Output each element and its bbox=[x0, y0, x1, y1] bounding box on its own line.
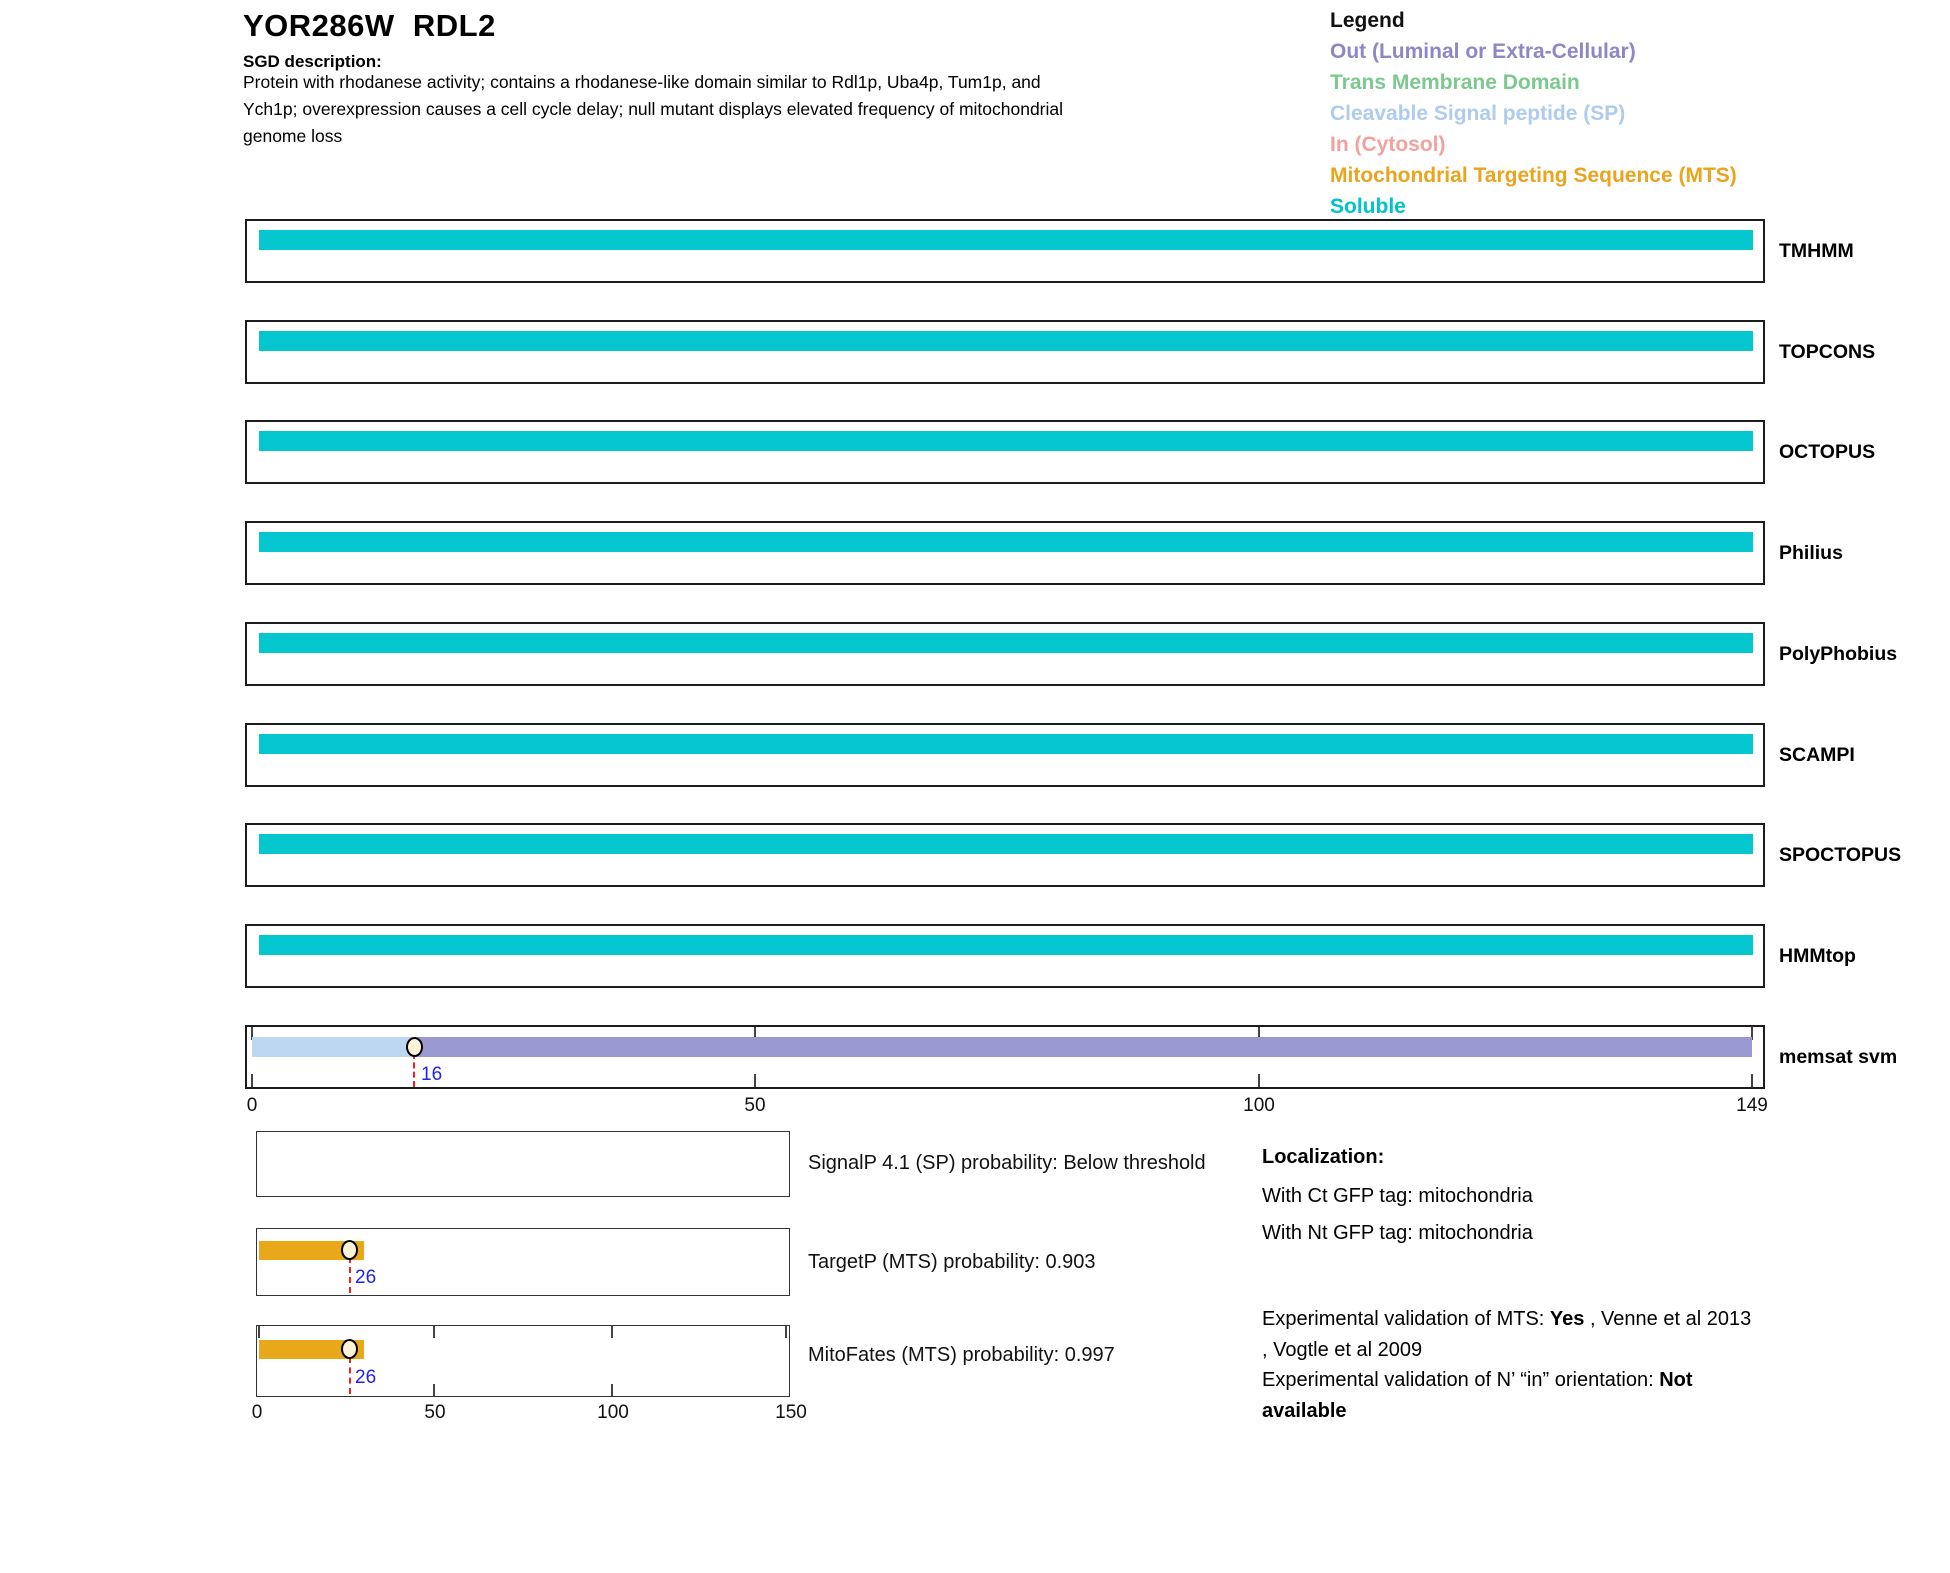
track-label-hmmtop: HMMtop bbox=[1779, 945, 1856, 967]
sgd-description-label: SGD description: bbox=[243, 52, 382, 71]
axis-tick bbox=[251, 1027, 253, 1040]
localization-nt-line: With Nt GFP tag: mitochondria bbox=[1262, 1222, 1533, 1244]
axis-tick bbox=[611, 1384, 613, 1396]
track-label-polyphobius: PolyPhobius bbox=[1779, 643, 1898, 665]
mts-segment bbox=[259, 1340, 364, 1359]
experimental-mts-prefix: Experimental validation of MTS: bbox=[1262, 1308, 1550, 1330]
page-title: YOR286W RDL2 bbox=[243, 8, 496, 43]
legend-item-out: Out (Luminal or Extra-Cellular) bbox=[1330, 40, 1636, 63]
track-label-topcons: TOPCONS bbox=[1779, 341, 1876, 363]
soluble-bar bbox=[259, 331, 1753, 351]
track-box-scampi bbox=[245, 723, 1765, 787]
axis-tick-label: 150 bbox=[775, 1402, 807, 1423]
legend-item-tm: Trans Membrane Domain bbox=[1330, 71, 1580, 94]
experimental-orientation-line: Experimental validation of N’ “in” orien… bbox=[1262, 1369, 1693, 1392]
axis-tick bbox=[754, 1027, 756, 1040]
signalp-label: SignalP 4.1 (SP) probability: Below thre… bbox=[808, 1152, 1206, 1174]
soluble-bar bbox=[259, 935, 1753, 955]
track-box-memsat-svm: 16 bbox=[245, 1025, 1765, 1089]
legend: Legend Out (Luminal or Extra-Cellular) T… bbox=[1330, 5, 1737, 222]
experimental-orientation-prefix: Experimental validation of N’ “in” orien… bbox=[1262, 1369, 1660, 1391]
experimental-mts-line: Experimental validation of MTS: Yes , Ve… bbox=[1262, 1308, 1751, 1331]
legend-item-soluble: Soluble bbox=[1330, 195, 1406, 218]
track-label-memsat-svm: memsat svm bbox=[1779, 1046, 1898, 1068]
axis-tick bbox=[433, 1326, 435, 1338]
soluble-bar bbox=[259, 734, 1753, 754]
track-label-octopus: OCTOPUS bbox=[1779, 441, 1876, 463]
axis-tick-label: 100 bbox=[597, 1402, 629, 1423]
track-label-spoctopus: SPOCTOPUS bbox=[1779, 844, 1902, 866]
signal-peptide-segment bbox=[252, 1037, 415, 1057]
axis-tick bbox=[1258, 1027, 1260, 1040]
sgd-description-line: Protein with rhodanese activity; contain… bbox=[243, 72, 1041, 92]
sgd-description-line: Ych1p; overexpression causes a cell cycl… bbox=[243, 99, 1064, 119]
legend-item-sp: Cleavable Signal peptide (SP) bbox=[1330, 102, 1626, 125]
track-box-tmhmm bbox=[245, 219, 1765, 283]
cleavage-marker bbox=[341, 1339, 358, 1359]
track-box-octopus bbox=[245, 420, 1765, 484]
axis-tick-label: 0 bbox=[251, 1402, 263, 1423]
cleavage-marker bbox=[406, 1037, 423, 1057]
out-segment bbox=[415, 1037, 1752, 1057]
targetp-label: TargetP (MTS) probability: 0.903 bbox=[808, 1251, 1096, 1273]
axis-tick-label: 0 bbox=[246, 1095, 258, 1116]
legend-title: Legend bbox=[1330, 9, 1405, 32]
mitofates-plot-box: 26 bbox=[256, 1325, 790, 1397]
track-box-spoctopus bbox=[245, 823, 1765, 887]
soluble-bar bbox=[259, 431, 1753, 451]
axis-tick bbox=[1751, 1027, 1753, 1040]
cleavage-position-label: 26 bbox=[355, 1367, 377, 1388]
experimental-orientation-value-line2: available bbox=[1262, 1400, 1347, 1422]
track-box-topcons bbox=[245, 320, 1765, 384]
axis-tick-label: 100 bbox=[1243, 1095, 1275, 1116]
localization-ct-line: With Ct GFP tag: mitochondria bbox=[1262, 1185, 1533, 1207]
cleavage-line bbox=[349, 1257, 351, 1293]
soluble-bar bbox=[259, 532, 1753, 552]
track-box-philius bbox=[245, 521, 1765, 585]
axis-tick-label: 50 bbox=[744, 1095, 766, 1116]
track-box-polyphobius bbox=[245, 622, 1765, 686]
track-box-hmmtop bbox=[245, 924, 1765, 988]
legend-item-mts: Mitochondrial Targeting Sequence (MTS) bbox=[1330, 164, 1737, 187]
soluble-bar bbox=[259, 834, 1753, 854]
legend-item-in: In (Cytosol) bbox=[1330, 133, 1446, 156]
experimental-mts-value: Yes bbox=[1549, 1308, 1585, 1330]
cleavage-position-label: 26 bbox=[355, 1267, 377, 1288]
experimental-orientation-value: Not bbox=[1659, 1369, 1693, 1391]
track-label-tmhmm: TMHMM bbox=[1779, 240, 1854, 262]
soluble-bar bbox=[259, 633, 1753, 653]
axis-tick-label: 50 bbox=[424, 1402, 446, 1423]
cleavage-line bbox=[413, 1053, 415, 1087]
mitofates-label: MitoFates (MTS) probability: 0.997 bbox=[808, 1344, 1115, 1366]
axis-tick bbox=[433, 1384, 435, 1396]
axis-tick bbox=[251, 1074, 253, 1087]
cleavage-position-label: 16 bbox=[421, 1064, 443, 1085]
signalp-plot-box bbox=[256, 1131, 790, 1197]
experimental-mts-reference: , Venne et al 2013 bbox=[1584, 1308, 1752, 1330]
axis-tick-label: 149 bbox=[1736, 1095, 1768, 1116]
axis-tick bbox=[1751, 1074, 1753, 1087]
mts-segment bbox=[259, 1241, 364, 1260]
axis-tick bbox=[1258, 1074, 1260, 1087]
sgd-description-line: genome loss bbox=[243, 126, 343, 146]
track-label-scampi: SCAMPI bbox=[1779, 744, 1855, 766]
targetp-plot-box: 26 bbox=[256, 1228, 790, 1296]
soluble-bar bbox=[259, 230, 1753, 250]
axis-tick bbox=[258, 1326, 260, 1338]
axis-tick bbox=[785, 1326, 787, 1338]
localization-title: Localization: bbox=[1262, 1146, 1385, 1168]
axis-tick bbox=[754, 1074, 756, 1087]
cleavage-marker bbox=[341, 1240, 358, 1260]
track-label-philius: Philius bbox=[1779, 542, 1843, 564]
experimental-mts-reference-line2: , Vogtle et al 2009 bbox=[1262, 1339, 1423, 1361]
axis-tick bbox=[611, 1326, 613, 1338]
cleavage-line bbox=[349, 1357, 351, 1394]
